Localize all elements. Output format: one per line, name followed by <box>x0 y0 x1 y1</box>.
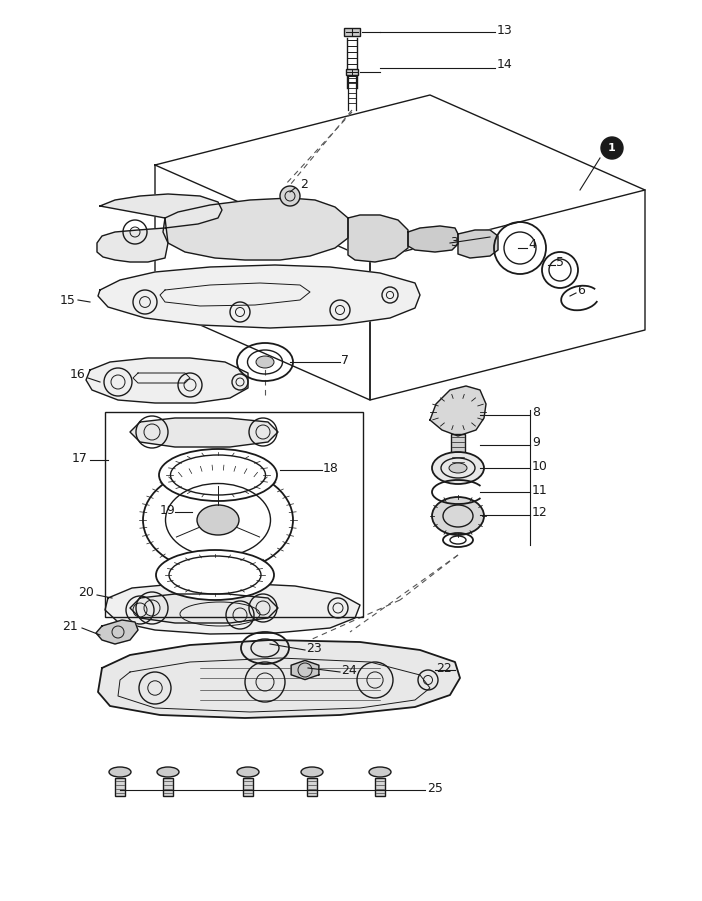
Text: 9: 9 <box>532 436 540 450</box>
Bar <box>307 778 317 796</box>
Text: 25: 25 <box>427 781 443 795</box>
Text: 3: 3 <box>450 236 458 250</box>
Bar <box>115 778 125 796</box>
Ellipse shape <box>157 767 179 777</box>
Polygon shape <box>430 386 486 436</box>
Ellipse shape <box>256 356 274 368</box>
Polygon shape <box>105 583 360 634</box>
Text: 13: 13 <box>497 23 512 37</box>
Text: 12: 12 <box>532 506 548 520</box>
Text: 22: 22 <box>436 661 452 675</box>
Polygon shape <box>98 265 420 328</box>
Ellipse shape <box>432 452 484 484</box>
Ellipse shape <box>197 505 239 535</box>
Bar <box>451 434 465 469</box>
Ellipse shape <box>143 468 293 572</box>
Text: 1: 1 <box>608 143 616 153</box>
Polygon shape <box>130 418 278 447</box>
Polygon shape <box>96 620 138 644</box>
Bar <box>163 778 173 796</box>
Bar <box>243 778 253 796</box>
Polygon shape <box>86 358 248 403</box>
Polygon shape <box>291 660 319 679</box>
Ellipse shape <box>449 463 467 473</box>
Text: 14: 14 <box>497 59 512 71</box>
Text: 2: 2 <box>300 178 308 192</box>
Bar <box>344 28 360 36</box>
Text: 6: 6 <box>577 284 585 296</box>
Text: 16: 16 <box>70 369 86 381</box>
Text: 23: 23 <box>306 642 322 654</box>
Text: 7: 7 <box>341 353 349 367</box>
Ellipse shape <box>109 767 131 777</box>
Circle shape <box>280 186 300 206</box>
Polygon shape <box>97 194 222 262</box>
Bar <box>346 69 358 75</box>
Polygon shape <box>98 640 460 718</box>
Text: 4: 4 <box>528 238 536 250</box>
Polygon shape <box>130 594 278 623</box>
Text: 24: 24 <box>341 663 357 677</box>
Polygon shape <box>163 198 348 260</box>
Ellipse shape <box>156 550 274 600</box>
Polygon shape <box>348 215 408 262</box>
Text: 10: 10 <box>532 460 548 472</box>
Circle shape <box>601 137 623 159</box>
Text: 15: 15 <box>60 294 76 306</box>
Ellipse shape <box>301 767 323 777</box>
Text: 5: 5 <box>556 256 564 268</box>
Text: 20: 20 <box>78 587 94 599</box>
Ellipse shape <box>369 767 391 777</box>
Text: 8: 8 <box>532 406 540 420</box>
Text: 17: 17 <box>72 451 88 465</box>
Bar <box>375 778 385 796</box>
Polygon shape <box>408 226 458 252</box>
Ellipse shape <box>237 767 259 777</box>
Text: 21: 21 <box>62 620 78 633</box>
Ellipse shape <box>159 449 277 501</box>
Text: 19: 19 <box>160 504 176 516</box>
Polygon shape <box>458 230 498 258</box>
Text: 11: 11 <box>532 484 548 496</box>
Ellipse shape <box>432 497 484 535</box>
Bar <box>105 412 363 617</box>
Text: 18: 18 <box>323 461 339 475</box>
